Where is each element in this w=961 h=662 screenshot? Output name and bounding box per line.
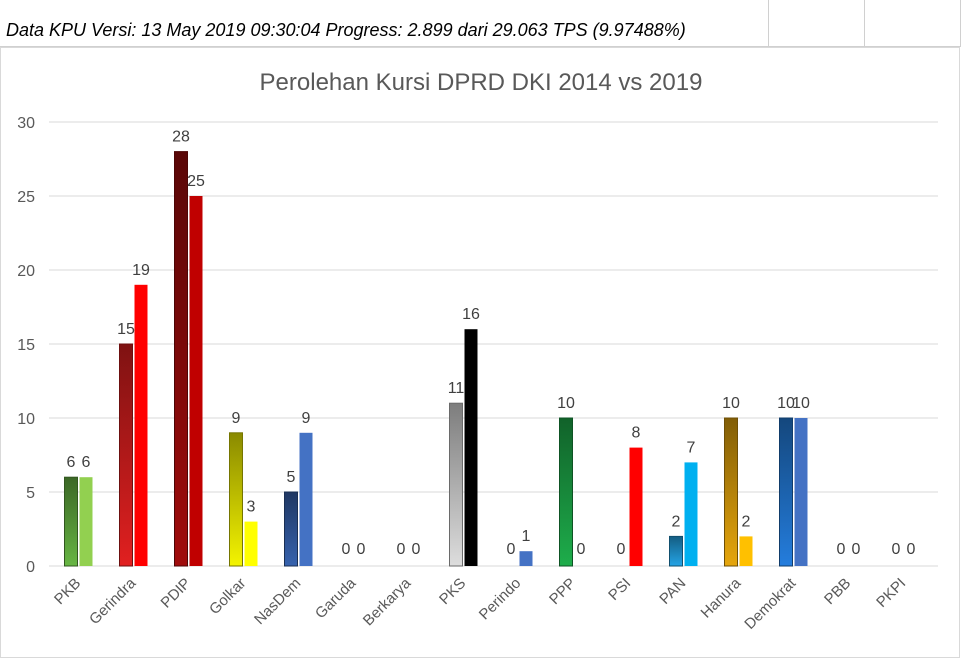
bar-nasdem-s1 [284, 491, 298, 567]
header-cell-main[interactable]: Data KPU Versi: 13 May 2019 09:30:04 Pro… [0, 0, 769, 46]
x-category-label: PKB [51, 575, 84, 608]
bar-chart: Perolehan Kursi DPRD DKI 2014 vs 2019 0 5… [17, 69, 938, 633]
bar-golkar-s1 [229, 432, 243, 567]
data-label: 19 [132, 262, 150, 279]
data-label: 0 [507, 541, 516, 558]
bar-gerindra-s1 [119, 343, 133, 567]
bar-pkb-s2 [79, 477, 93, 566]
x-category-label: Garuda [312, 574, 360, 622]
x-category-label: PPP [546, 575, 579, 608]
data-label: 0 [852, 541, 861, 558]
bar-pkb-s1 [64, 476, 78, 567]
data-label: 0 [342, 541, 351, 558]
data-label: 0 [412, 541, 421, 558]
data-label: 10 [777, 395, 795, 412]
data-label: 0 [907, 541, 916, 558]
header-cell-2[interactable] [769, 0, 865, 46]
data-label: 10 [792, 395, 810, 412]
data-label: 11 [448, 380, 465, 397]
bar-perindo-s2 [519, 551, 533, 566]
bar-gerindra-s2 [134, 284, 148, 566]
data-label: 7 [687, 439, 696, 456]
data-label: 2 [672, 513, 681, 530]
data-label: 15 [117, 321, 135, 338]
bar-pan-s1 [669, 535, 683, 567]
bar-pdip-s1 [174, 151, 188, 567]
y-tick-label: 20 [17, 263, 35, 280]
x-category-label: NasDem [251, 575, 304, 628]
data-label: 6 [82, 454, 91, 471]
data-label: 8 [632, 425, 641, 442]
y-tick-label: 30 [17, 115, 35, 132]
bar-hanura-s1 [724, 417, 738, 567]
data-label: 0 [837, 541, 846, 558]
x-category-label: PDIP [158, 575, 195, 612]
data-label: 6 [67, 454, 76, 471]
data-label: 10 [722, 395, 740, 412]
bar-psi-s2 [629, 447, 643, 566]
data-label: 1 [522, 528, 531, 545]
data-label: 3 [247, 499, 256, 516]
bar-golkar-s2 [244, 521, 258, 566]
y-tick-label: 15 [17, 337, 35, 354]
data-label: 16 [462, 306, 480, 323]
data-label: 9 [232, 410, 241, 427]
data-label: 5 [287, 469, 296, 486]
bar-pks-s2 [464, 329, 478, 566]
data-label: 28 [172, 129, 190, 146]
y-tick-label: 10 [17, 411, 35, 428]
data-label: 0 [397, 541, 406, 558]
x-category-label: PBB [821, 575, 854, 608]
x-category-label: PAN [656, 575, 689, 608]
x-category-label: Gerindra [86, 574, 140, 628]
x-category-label: Demokrat [741, 574, 800, 633]
bar-demokrat-s2 [794, 418, 808, 566]
bar-hanura-s2 [739, 536, 753, 566]
data-label: 0 [357, 541, 366, 558]
x-category-label: Golkar [206, 575, 249, 618]
header-cell-3[interactable] [865, 0, 961, 46]
chart-area: Perolehan Kursi DPRD DKI 2014 vs 2019 0 5… [0, 47, 960, 658]
data-label: 2 [742, 513, 751, 530]
x-category-label: Berkarya [360, 574, 415, 629]
data-label: 0 [892, 541, 901, 558]
bar-demokrat-s1 [779, 417, 793, 567]
data-label: 0 [577, 541, 586, 558]
header-bar: Data KPU Versi: 13 May 2019 09:30:04 Pro… [0, 0, 961, 47]
bar-nasdem-s2 [299, 432, 313, 566]
bar-pdip-s2 [189, 196, 203, 566]
x-category-label: PKPI [873, 575, 909, 611]
x-category-label: PSI [605, 575, 634, 604]
header-text: Data KPU Versi: 13 May 2019 09:30:04 Pro… [6, 20, 686, 40]
bar-ppp-s1 [559, 417, 573, 567]
x-category-label: PKS [436, 575, 469, 608]
bar-pan-s2 [684, 462, 698, 566]
x-category-label: Perindo [476, 575, 525, 624]
chart-title: Perolehan Kursi DPRD DKI 2014 vs 2019 [260, 69, 703, 96]
data-label: 10 [557, 395, 575, 412]
y-tick-label: 25 [17, 189, 35, 206]
data-label: 9 [302, 410, 311, 427]
data-label: 25 [187, 173, 205, 190]
y-tick-label: 0 [26, 559, 35, 576]
bar-pks-s1 [449, 402, 463, 567]
data-label: 0 [617, 541, 626, 558]
x-category-label: Hanura [698, 574, 745, 621]
y-tick-label: 5 [26, 485, 35, 502]
